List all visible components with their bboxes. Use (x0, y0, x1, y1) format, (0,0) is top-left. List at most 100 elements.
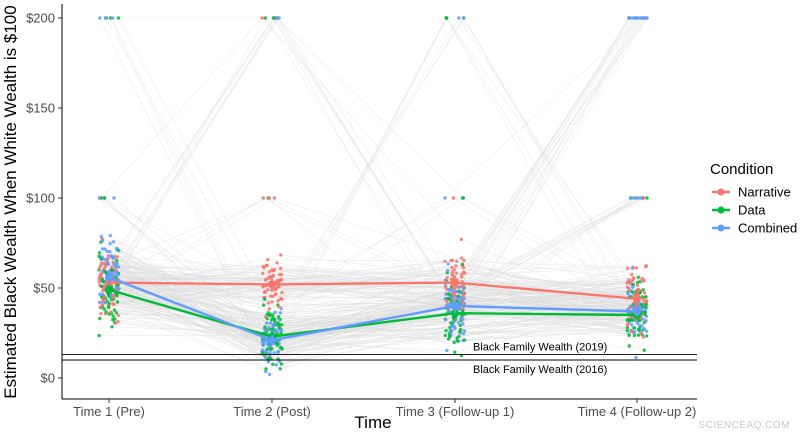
y-tick-label: $50 (33, 281, 55, 296)
participant-point (97, 280, 101, 284)
participant-point (641, 298, 645, 302)
participant-point (261, 196, 265, 200)
participant-point (640, 331, 644, 336)
participant-point (103, 264, 107, 269)
legend-key-point (717, 224, 725, 232)
participant-point (101, 286, 106, 290)
participant-point (642, 291, 647, 295)
participant-point (626, 318, 631, 323)
participant-point (455, 259, 459, 263)
participant-point (266, 288, 270, 292)
participant-point (637, 319, 642, 323)
participant-point (457, 285, 462, 289)
participant-point (98, 266, 102, 270)
participant-point (112, 308, 117, 312)
participant-point (103, 247, 107, 251)
participant-point (626, 291, 630, 296)
participant-point (264, 315, 268, 319)
participant-line (99, 313, 640, 350)
participant-point (273, 287, 277, 292)
participant-point (110, 16, 115, 20)
participant-point (642, 327, 646, 331)
participant-point (640, 295, 644, 299)
participant-point (644, 329, 649, 333)
watermark: SCIENCEAQ.COM (698, 420, 790, 431)
participant-point (268, 276, 272, 280)
participant-point (116, 16, 121, 20)
participant-line (99, 302, 631, 362)
participant-line (102, 279, 633, 360)
participant-point (276, 298, 280, 303)
participant-point (278, 311, 283, 315)
participant-point (638, 290, 642, 295)
legend-key-point (717, 206, 725, 214)
participant-point (279, 362, 284, 366)
participant-point (634, 266, 639, 270)
participant-point (629, 329, 634, 333)
participant-line (112, 17, 639, 352)
participant-line (114, 292, 642, 365)
participant-point (630, 266, 635, 270)
participant-point (637, 326, 642, 330)
participant-point (645, 196, 649, 200)
participant-point (263, 297, 267, 301)
participant-point (644, 295, 648, 299)
participant-point (97, 300, 102, 305)
participant-point (637, 304, 642, 309)
participant-point (443, 196, 447, 200)
participant-point (456, 297, 460, 301)
participant-point (107, 302, 111, 306)
participant-point (462, 16, 466, 20)
participant-line (107, 277, 633, 311)
participant-point (268, 321, 273, 325)
participant-line (106, 259, 634, 292)
mean-point (105, 285, 113, 294)
participant-point (459, 237, 464, 242)
participant-point (274, 363, 278, 367)
participant-point (450, 265, 454, 270)
participant-line (116, 197, 634, 319)
participant-point (99, 257, 103, 261)
participant-point (628, 306, 632, 310)
y-tick-label: $150 (26, 101, 55, 116)
participant-point (261, 285, 265, 289)
legend-label: Combined (738, 221, 797, 236)
participant-point (455, 338, 459, 343)
participant-point (639, 196, 643, 200)
participant-point (99, 275, 103, 279)
participant-point (280, 323, 284, 327)
participant-point (114, 247, 119, 251)
mean-point (268, 336, 276, 345)
participant-point (110, 268, 114, 272)
participant-point (116, 265, 121, 269)
participant-point (625, 281, 629, 285)
participant-point (262, 290, 267, 295)
participant-point (631, 196, 636, 200)
participant-point (451, 196, 456, 200)
participant-point (279, 253, 283, 257)
participant-point (268, 347, 273, 351)
participant-point (263, 278, 268, 282)
participant-point (271, 313, 275, 317)
participant-point (457, 16, 461, 20)
participant-point (113, 321, 118, 325)
mean-point (451, 302, 459, 310)
participant-point (261, 271, 265, 276)
participant-point (271, 294, 275, 298)
participant-point (445, 348, 449, 353)
participant-point (447, 309, 451, 314)
participant-point (264, 349, 269, 354)
participant-point (462, 270, 466, 274)
participant-point (625, 323, 629, 327)
participant-point (277, 16, 281, 20)
participant-point (264, 329, 268, 333)
legend-title: Condition (710, 161, 773, 178)
participant-point (458, 330, 462, 334)
legend-label: Data (738, 203, 766, 218)
participant-point (103, 261, 108, 266)
participant-point (627, 16, 631, 20)
participant-point (115, 255, 120, 259)
participant-point (264, 369, 268, 374)
participant-point (100, 303, 104, 307)
participant-line (105, 17, 630, 351)
